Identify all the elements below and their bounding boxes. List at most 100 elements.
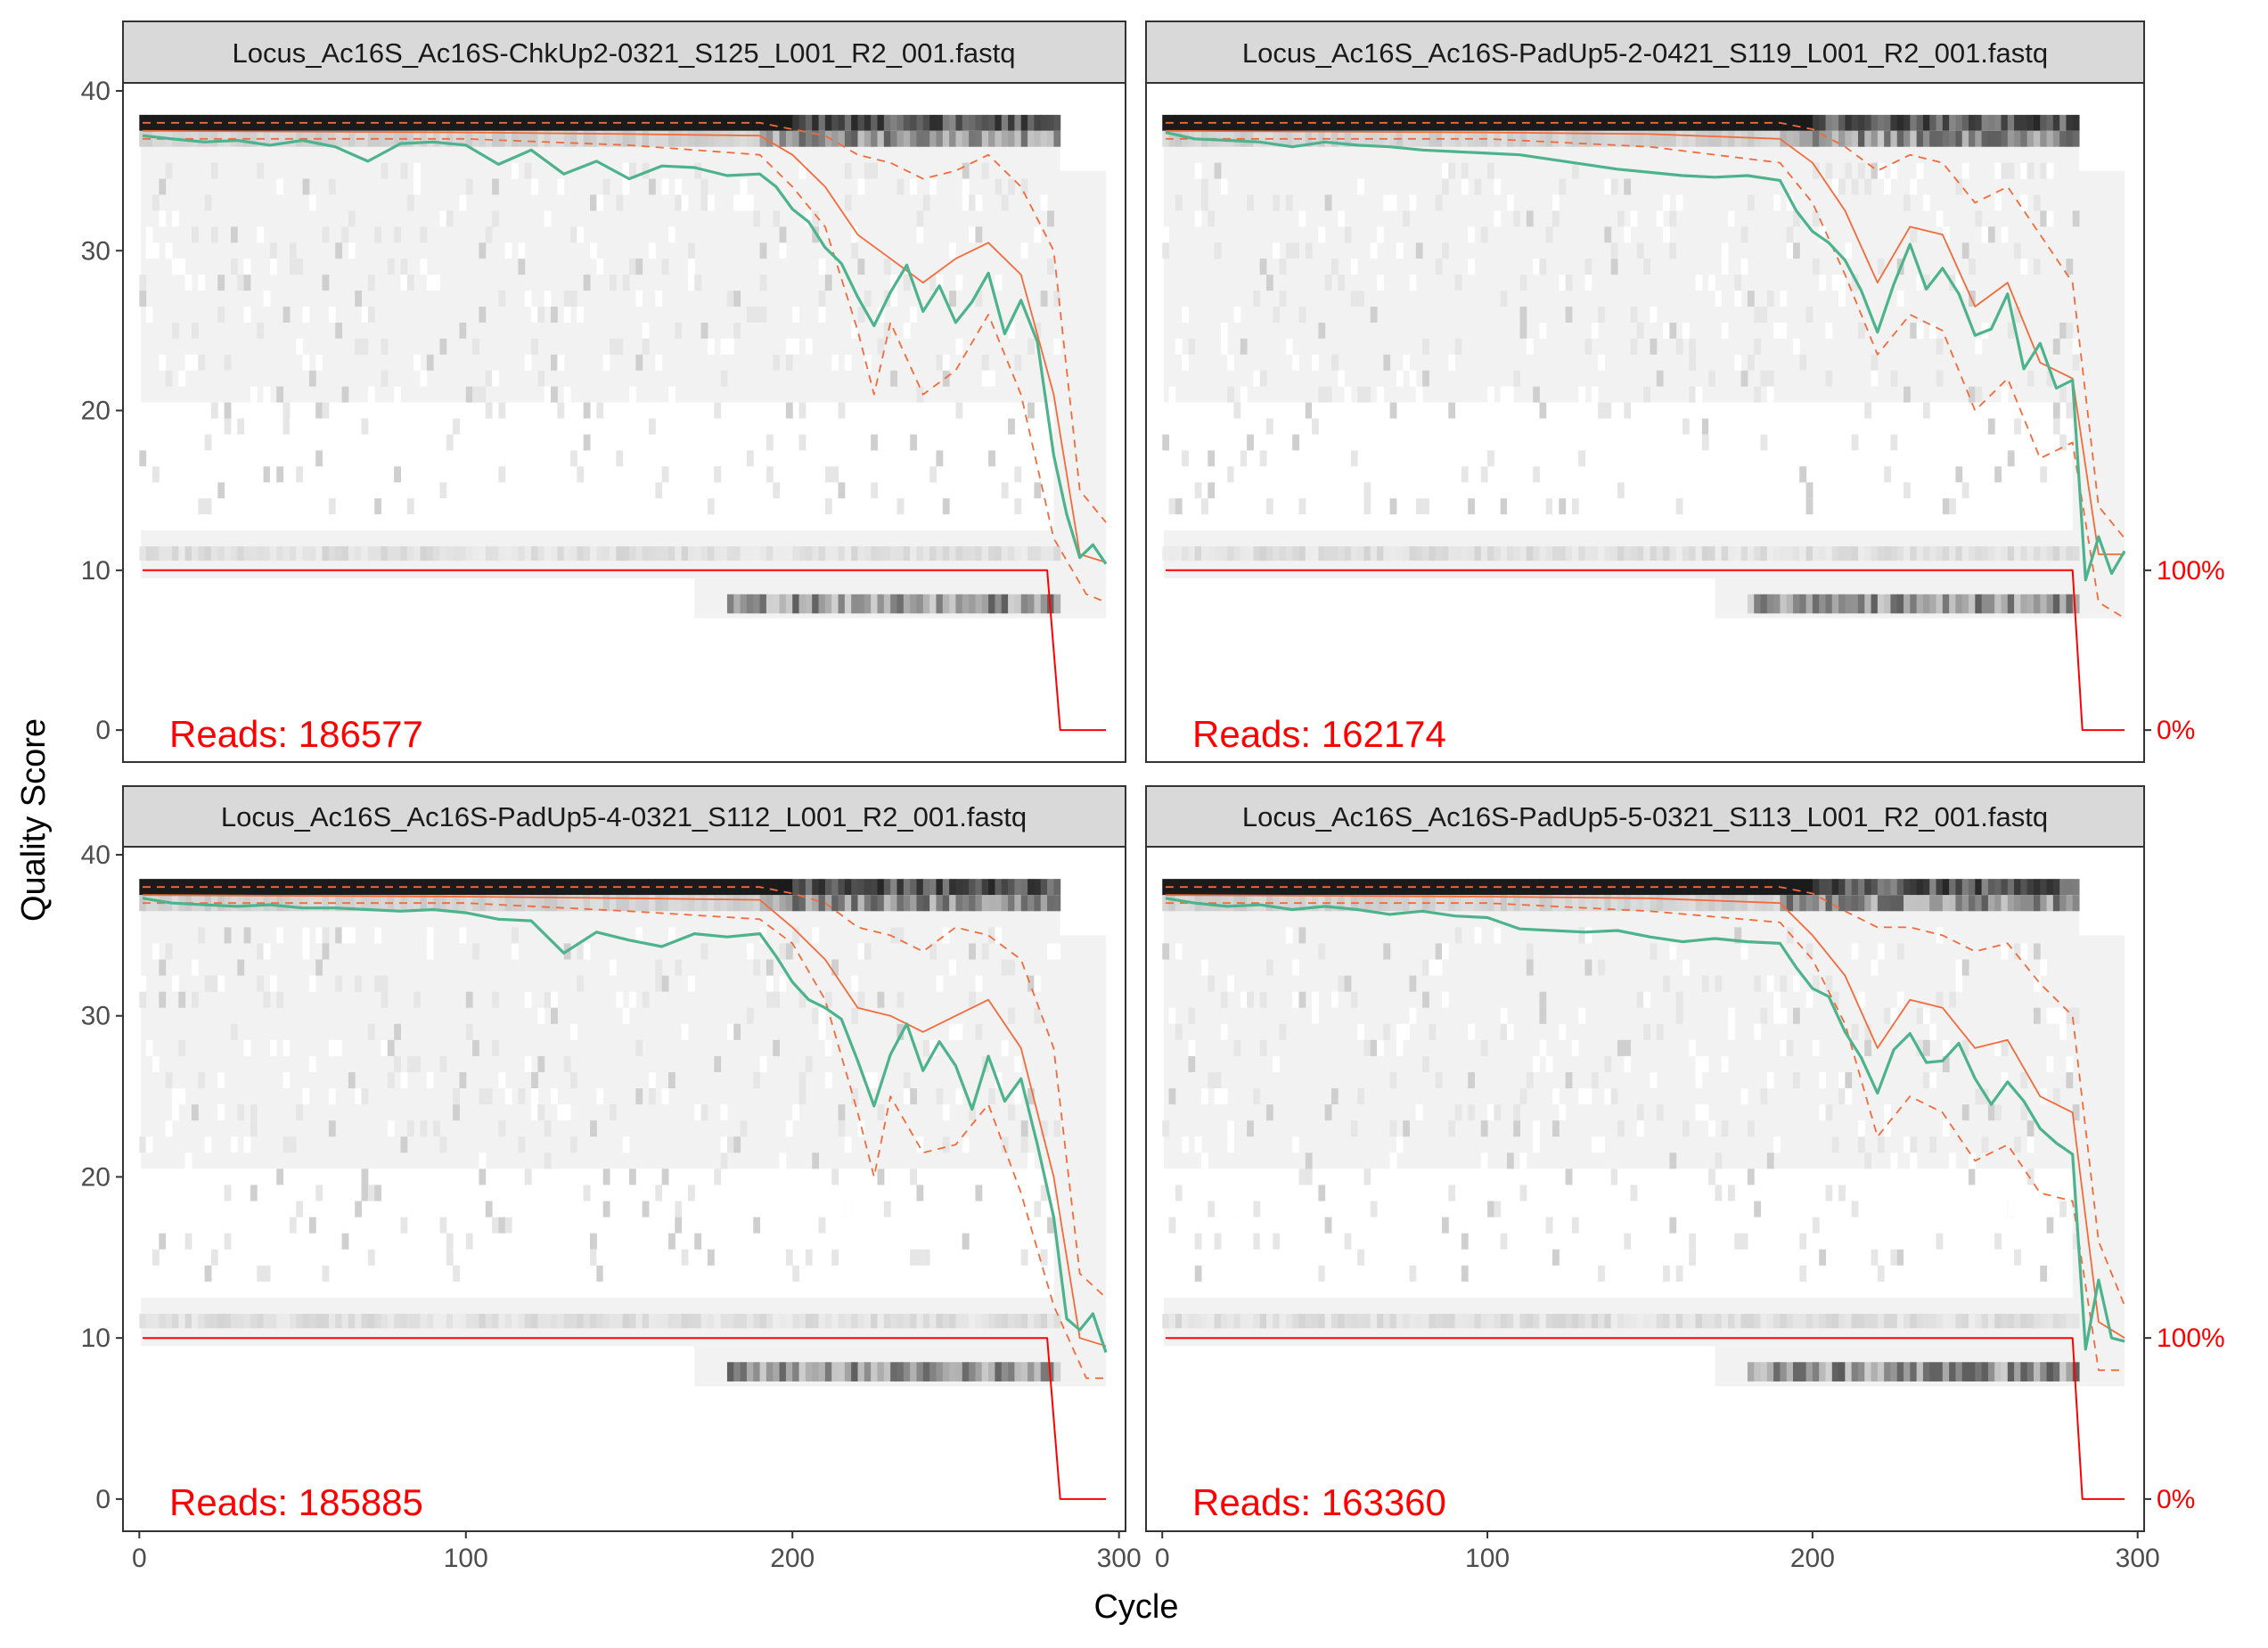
heat-tile xyxy=(308,545,316,562)
heat-tile xyxy=(1188,1007,1196,1024)
heat-tile xyxy=(1253,1088,1261,1105)
heat-tile xyxy=(1350,1314,1358,1329)
heat-tile xyxy=(1487,1314,1494,1329)
heat-tile xyxy=(1279,1023,1287,1040)
heat-tile xyxy=(1871,1314,1879,1329)
heat-tile xyxy=(1812,895,1820,912)
heat-tile xyxy=(936,114,944,131)
heat-tile xyxy=(1896,594,1904,614)
heat-tile xyxy=(1766,594,1774,614)
heat-tile xyxy=(1053,1120,1061,1137)
heat-tile xyxy=(1819,1104,1826,1121)
heat-tile xyxy=(962,130,970,147)
heat-tile xyxy=(1533,258,1540,275)
heat-tile xyxy=(1461,895,1469,912)
heat-tile xyxy=(1363,386,1371,403)
heat-tile xyxy=(1008,178,1015,195)
heat-tile xyxy=(890,1362,897,1382)
heat-tile xyxy=(1435,194,1443,211)
heat-tile xyxy=(694,1314,702,1329)
heat-tile xyxy=(910,434,917,451)
heat-tile xyxy=(243,258,251,275)
heat-tile xyxy=(773,354,781,371)
heat-tile xyxy=(1812,258,1820,275)
heat-tile xyxy=(1040,194,1048,211)
heat-tile xyxy=(1780,594,1788,614)
heat-tile xyxy=(557,1168,565,1185)
heat-tile xyxy=(243,545,251,562)
heat-tile xyxy=(1014,594,1022,614)
heat-tile xyxy=(1857,879,1865,896)
heat-tile xyxy=(1610,1088,1618,1105)
heat-tile xyxy=(257,545,265,562)
heat-tile xyxy=(1233,402,1241,419)
heat-tile xyxy=(577,130,585,147)
heat-tile xyxy=(720,370,728,387)
heat-tile xyxy=(622,545,630,562)
heat-tile xyxy=(903,1088,911,1105)
heat-tile xyxy=(420,370,428,387)
heat-tile xyxy=(1857,322,1865,339)
heat-tile xyxy=(394,114,401,131)
heat-tile xyxy=(406,114,414,131)
heat-tile xyxy=(844,354,852,371)
heat-tile xyxy=(1877,545,1885,562)
heat-tile xyxy=(1604,1314,1612,1329)
heat-tile xyxy=(1227,895,1235,912)
series-mean-line xyxy=(142,897,1108,1353)
heat-tile xyxy=(1008,879,1015,896)
heat-tile xyxy=(1552,895,1560,912)
heat-tile xyxy=(1500,498,1508,515)
y-tick-label: 10 xyxy=(81,556,111,586)
heat-tile xyxy=(988,927,995,944)
heat-tile xyxy=(1182,1314,1189,1329)
heat-tile xyxy=(1357,1249,1364,1266)
heat-tile xyxy=(269,258,277,275)
heat-tile xyxy=(1994,194,2002,211)
heat-tile xyxy=(165,370,173,387)
heat-tile xyxy=(361,307,369,323)
heat-tile xyxy=(890,879,897,896)
heat-tile xyxy=(355,975,363,992)
heat-tile xyxy=(661,879,669,896)
heat-tile xyxy=(1201,959,1208,976)
heat-tile xyxy=(1474,545,1482,562)
heat-tile xyxy=(1344,545,1352,562)
heat-tile xyxy=(492,178,499,195)
heat-tile xyxy=(1526,943,1534,960)
heat-tile xyxy=(237,895,245,912)
heat-tile xyxy=(1689,1314,1697,1329)
heat-tile xyxy=(1513,1104,1521,1121)
heat-tile xyxy=(1370,114,1378,131)
heat-tile xyxy=(714,466,722,483)
heat-tile xyxy=(1981,895,1989,912)
heat-tile xyxy=(910,1362,917,1382)
heat-tile xyxy=(1461,545,1469,562)
heat-tile xyxy=(243,1039,251,1056)
heat-tile xyxy=(700,322,708,339)
heat-tile xyxy=(628,386,636,403)
heat-tile xyxy=(1034,226,1042,243)
heat-tile xyxy=(1227,114,1235,131)
heat-tile xyxy=(720,1152,728,1169)
heat-tile xyxy=(1754,1201,1762,1218)
heat-tile xyxy=(687,1217,695,1234)
heat-tile xyxy=(1500,1233,1508,1250)
heat-tile xyxy=(798,1362,806,1382)
heat-tile xyxy=(433,466,440,483)
heat-tile xyxy=(2052,879,2060,896)
heat-tile xyxy=(1545,1314,1553,1329)
heat-tile xyxy=(1487,1104,1494,1121)
heat-tile xyxy=(1331,258,1339,275)
heat-tile xyxy=(184,354,192,371)
heat-tile xyxy=(1396,1314,1404,1329)
heat-tile xyxy=(1331,1088,1339,1105)
heat-tile xyxy=(2072,1233,2080,1250)
heat-tile xyxy=(1949,1185,1956,1201)
heat-tile xyxy=(308,114,316,131)
heat-tile xyxy=(204,434,212,451)
heat-tile xyxy=(1636,1120,1644,1137)
heat-tile xyxy=(2072,895,2080,912)
heat-tile xyxy=(282,1136,291,1153)
heat-tile xyxy=(1240,545,1248,562)
